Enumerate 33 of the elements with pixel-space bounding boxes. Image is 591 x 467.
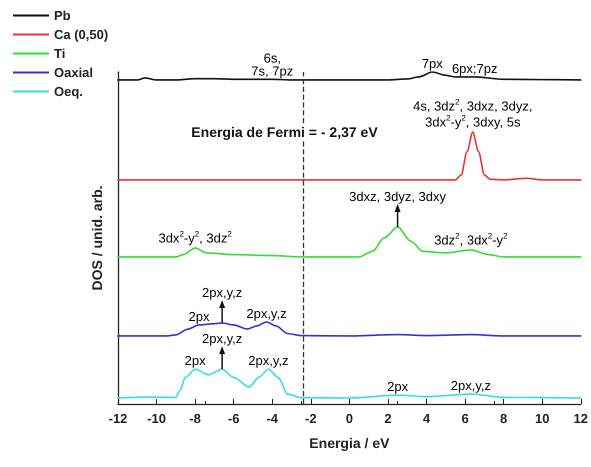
x-tick-label: 0 — [346, 411, 353, 426]
legend-label: Oaxial — [54, 65, 94, 80]
annotation: 2px,y,z — [202, 331, 242, 346]
annotation: 3dxz, 3dyz, 3dxy — [349, 189, 447, 204]
y-axis-title: DOS / unid. arb. — [89, 185, 105, 291]
legend-label: Oeq. — [54, 84, 83, 99]
x-tick-label: -10 — [147, 411, 166, 426]
annotation: 2px,y,z — [248, 353, 289, 368]
x-tick-label: -4 — [266, 411, 279, 426]
annotation: 7px — [422, 56, 444, 71]
x-axis-title: Energia / eV — [309, 435, 390, 451]
annotation: 2px — [184, 353, 206, 368]
x-tick-label: 2 — [384, 411, 392, 426]
legend-label: Ca (0,50) — [54, 27, 108, 42]
x-tick-label: -8 — [189, 411, 201, 426]
annotation: 2px — [387, 379, 409, 394]
x-tick-label: 4 — [422, 411, 431, 426]
annotation: 2px — [188, 308, 210, 324]
annotation: 2px,y,z — [450, 378, 491, 394]
annotation: 6px;7pz — [452, 60, 498, 76]
annotation: 2px,y,z — [202, 284, 242, 300]
legend-label: Pb — [54, 8, 71, 23]
x-tick-label: 8 — [500, 411, 508, 426]
legend-label: Ti — [54, 46, 66, 61]
x-tick-label: -12 — [108, 411, 128, 426]
annotation: 6s, 7s, 7pz — [251, 50, 294, 78]
x-tick-label: -2 — [305, 411, 317, 426]
x-tick-label: -6 — [228, 411, 240, 426]
x-tick-label: 12 — [574, 411, 588, 426]
annotation: 2px,y,z — [246, 306, 287, 321]
x-tick-label: 10 — [534, 411, 550, 426]
x-tick-label: 6 — [461, 411, 469, 426]
ref-line-label: Energia de Fermi = - 2,37 eV — [191, 124, 378, 140]
